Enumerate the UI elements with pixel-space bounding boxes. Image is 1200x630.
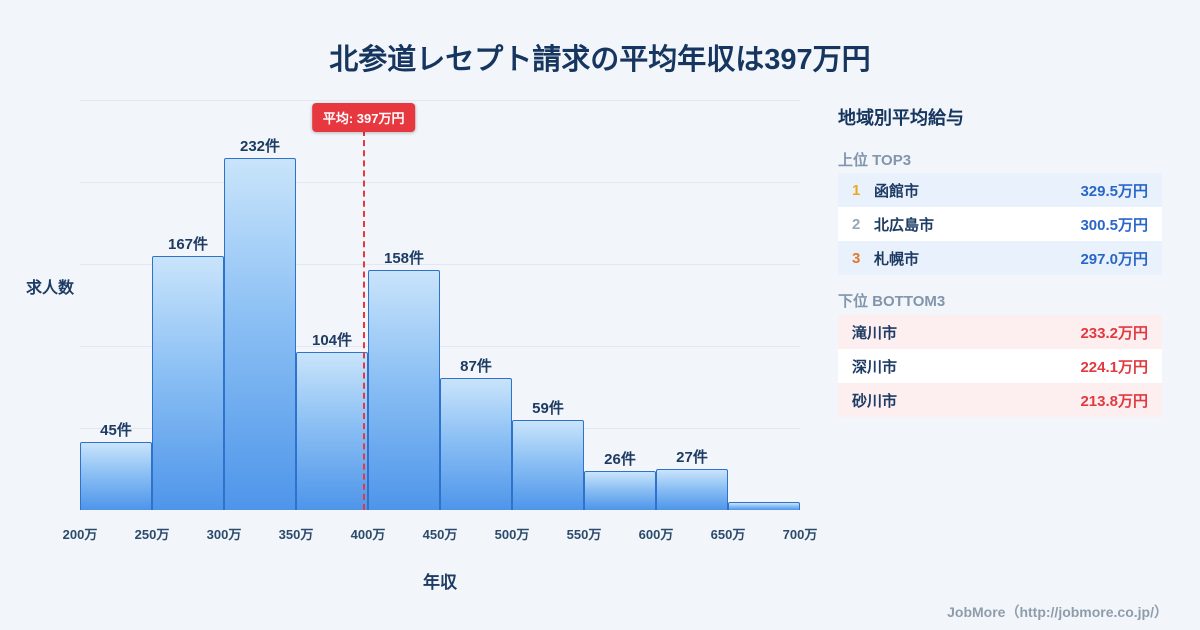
bottom3-table: 滝川市 233.2万円深川市 224.1万円砂川市 213.8万円 — [838, 315, 1162, 417]
top3-table: 1 函館市 329.5万円 2 北広島市 300.5万円 3 札幌市 297.0万円 — [838, 173, 1162, 275]
side-panel-title: 地域別平均給与 — [838, 108, 964, 128]
rank-badge: 3 — [852, 249, 861, 267]
x-tick-label: 250万 — [134, 527, 170, 542]
salary-value: 213.8万円 — [1080, 392, 1148, 410]
city-label: 深川市 — [852, 358, 898, 376]
bar-value-label: 104件 — [311, 332, 353, 350]
x-axis-label: 年収 — [423, 573, 457, 592]
rank-badge: 1 — [852, 181, 861, 199]
table-row: 1 函館市 329.5万円 — [838, 173, 1162, 207]
x-tick-label: 600万 — [638, 527, 674, 542]
table-row: 滝川市 233.2万円 — [838, 315, 1162, 349]
gridline — [80, 182, 800, 183]
gridline — [80, 100, 800, 101]
bar: 45件 — [80, 422, 152, 510]
bar — [728, 502, 800, 510]
bottom3-heading: 下位 BOTTOM3 — [838, 293, 946, 310]
city-label: 札幌市 — [874, 250, 920, 268]
page-title: 北参道レセプト請求の平均年収は397万円 — [329, 44, 871, 76]
bar: 158件 — [368, 250, 440, 510]
x-tick-label: 500万 — [494, 527, 530, 542]
bar-value-label: 87件 — [460, 357, 492, 375]
x-tick-label: 700万 — [782, 527, 818, 542]
x-tick-label: 200万 — [62, 527, 98, 542]
rank-badge: 2 — [852, 215, 861, 233]
x-tick-label: 650万 — [710, 527, 746, 542]
table-row: 3 札幌市 297.0万円 — [838, 241, 1162, 275]
average-badge: 平均: 397万円 — [311, 103, 416, 132]
bar: 26件 — [584, 451, 656, 510]
table-row: 深川市 224.1万円 — [838, 349, 1162, 383]
table-row: 砂川市 213.8万円 — [838, 383, 1162, 417]
footer-credit: JobMore（http://jobmore.co.jp/） — [947, 604, 1168, 620]
x-tick-label: 300万 — [206, 527, 242, 542]
gridline — [80, 264, 800, 265]
salary-value: 233.2万円 — [1080, 324, 1148, 342]
bar-value-label: 232件 — [239, 137, 281, 155]
y-axis-label: 求人数 — [26, 280, 75, 297]
x-tick-label: 350万 — [278, 527, 314, 542]
plot-area: 45件 167件 232件 104件 158件 87件 59件 26件 27件 — [80, 100, 800, 510]
average-line — [362, 130, 365, 510]
bar: 167件 — [152, 236, 224, 510]
table-row: 2 北広島市 300.5万円 — [838, 207, 1162, 241]
city-label: 滝川市 — [852, 324, 898, 342]
bar: 104件 — [296, 332, 368, 510]
x-axis-ticks: 200万 250万 300万 350万 400万 450万 500万 550万 600万 650万… — [63, 524, 818, 544]
city-label: 北広島市 — [874, 216, 935, 234]
top3-heading: 上位 TOP3 — [838, 152, 912, 169]
bar: 87件 — [440, 358, 512, 510]
bar-value-label: 45件 — [100, 421, 132, 439]
bar-value-label: 27件 — [676, 449, 708, 466]
salary-value: 224.1万円 — [1080, 358, 1148, 376]
bar-value-label: 59件 — [532, 400, 564, 418]
bar-value-label: 158件 — [383, 250, 425, 268]
bar: 232件 — [224, 138, 296, 510]
x-tick-label: 550万 — [566, 527, 602, 542]
gridline — [80, 346, 800, 347]
city-label: 函館市 — [874, 182, 920, 200]
bar-value-label: 26件 — [604, 450, 636, 468]
bar-value-label: 167件 — [167, 236, 209, 254]
bar: 27件 — [656, 449, 728, 510]
city-label: 砂川市 — [852, 392, 898, 410]
x-tick-label: 400万 — [350, 527, 386, 542]
salary-value: 329.5万円 — [1080, 182, 1148, 200]
bar: 59件 — [512, 400, 584, 510]
salary-value: 300.5万円 — [1080, 216, 1148, 234]
x-tick-label: 450万 — [422, 527, 458, 542]
salary-value: 297.0万円 — [1080, 250, 1148, 268]
